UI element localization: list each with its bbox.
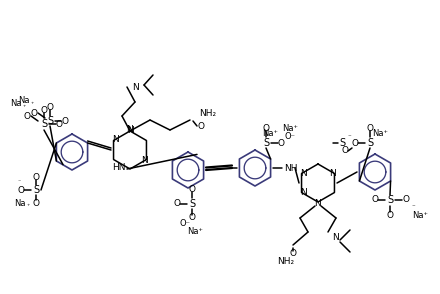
Text: O⁻: O⁻: [285, 131, 296, 141]
Text: O⁻: O⁻: [180, 220, 191, 228]
Text: S: S: [189, 199, 195, 209]
Text: O: O: [33, 173, 40, 181]
Text: Na⁺: Na⁺: [187, 228, 203, 236]
Text: N: N: [315, 200, 321, 208]
Text: O: O: [188, 185, 195, 193]
Text: O: O: [367, 123, 374, 133]
Text: O: O: [23, 111, 30, 121]
Text: O: O: [40, 106, 48, 114]
Text: O: O: [33, 198, 40, 208]
Text: NH₂: NH₂: [199, 108, 216, 118]
Text: S: S: [41, 119, 47, 129]
Text: O: O: [198, 121, 205, 131]
Text: ⁺: ⁺: [26, 205, 29, 210]
Text: O: O: [263, 123, 269, 133]
Text: ⁺: ⁺: [22, 104, 26, 109]
Text: S: S: [47, 116, 53, 126]
Text: Na: Na: [18, 96, 29, 104]
Text: O: O: [30, 108, 37, 118]
Text: S: S: [263, 138, 269, 148]
Text: ⁻: ⁻: [411, 204, 415, 210]
Text: ⁺: ⁺: [30, 101, 33, 106]
Text: Na: Na: [14, 198, 26, 208]
Text: N: N: [141, 156, 148, 165]
Text: O: O: [18, 186, 25, 195]
Text: N: N: [329, 169, 336, 178]
Text: O: O: [341, 146, 348, 155]
Text: S: S: [33, 185, 39, 195]
Text: O: O: [47, 103, 54, 111]
Text: Na: Na: [10, 98, 22, 108]
Text: N: N: [112, 135, 119, 144]
Text: N: N: [333, 233, 339, 243]
Text: S: S: [367, 138, 373, 148]
Text: ⁻: ⁻: [17, 181, 21, 186]
Text: HN: HN: [113, 163, 126, 171]
Text: O: O: [352, 138, 359, 148]
Text: Na⁺: Na⁺: [372, 128, 388, 138]
Text: O: O: [371, 196, 378, 205]
Text: O: O: [55, 119, 62, 128]
Text: O: O: [290, 250, 297, 258]
Text: N: N: [300, 188, 307, 197]
Text: ⁻: ⁻: [347, 134, 351, 140]
Text: N: N: [300, 169, 307, 178]
Text: S: S: [339, 138, 345, 148]
Text: Na⁺: Na⁺: [412, 211, 428, 220]
Text: N: N: [127, 126, 133, 134]
Text: Na⁺: Na⁺: [282, 123, 298, 133]
Text: N: N: [126, 124, 132, 133]
Text: S: S: [387, 195, 393, 205]
Text: NH₂: NH₂: [278, 258, 294, 266]
Text: O: O: [278, 138, 285, 148]
Text: O: O: [403, 196, 410, 205]
Text: O: O: [173, 200, 180, 208]
Text: O: O: [188, 213, 195, 223]
Text: O: O: [62, 116, 69, 126]
Text: O: O: [386, 211, 393, 220]
Text: NH: NH: [284, 163, 297, 173]
Text: N: N: [132, 83, 138, 91]
Text: Na⁺: Na⁺: [262, 128, 278, 138]
